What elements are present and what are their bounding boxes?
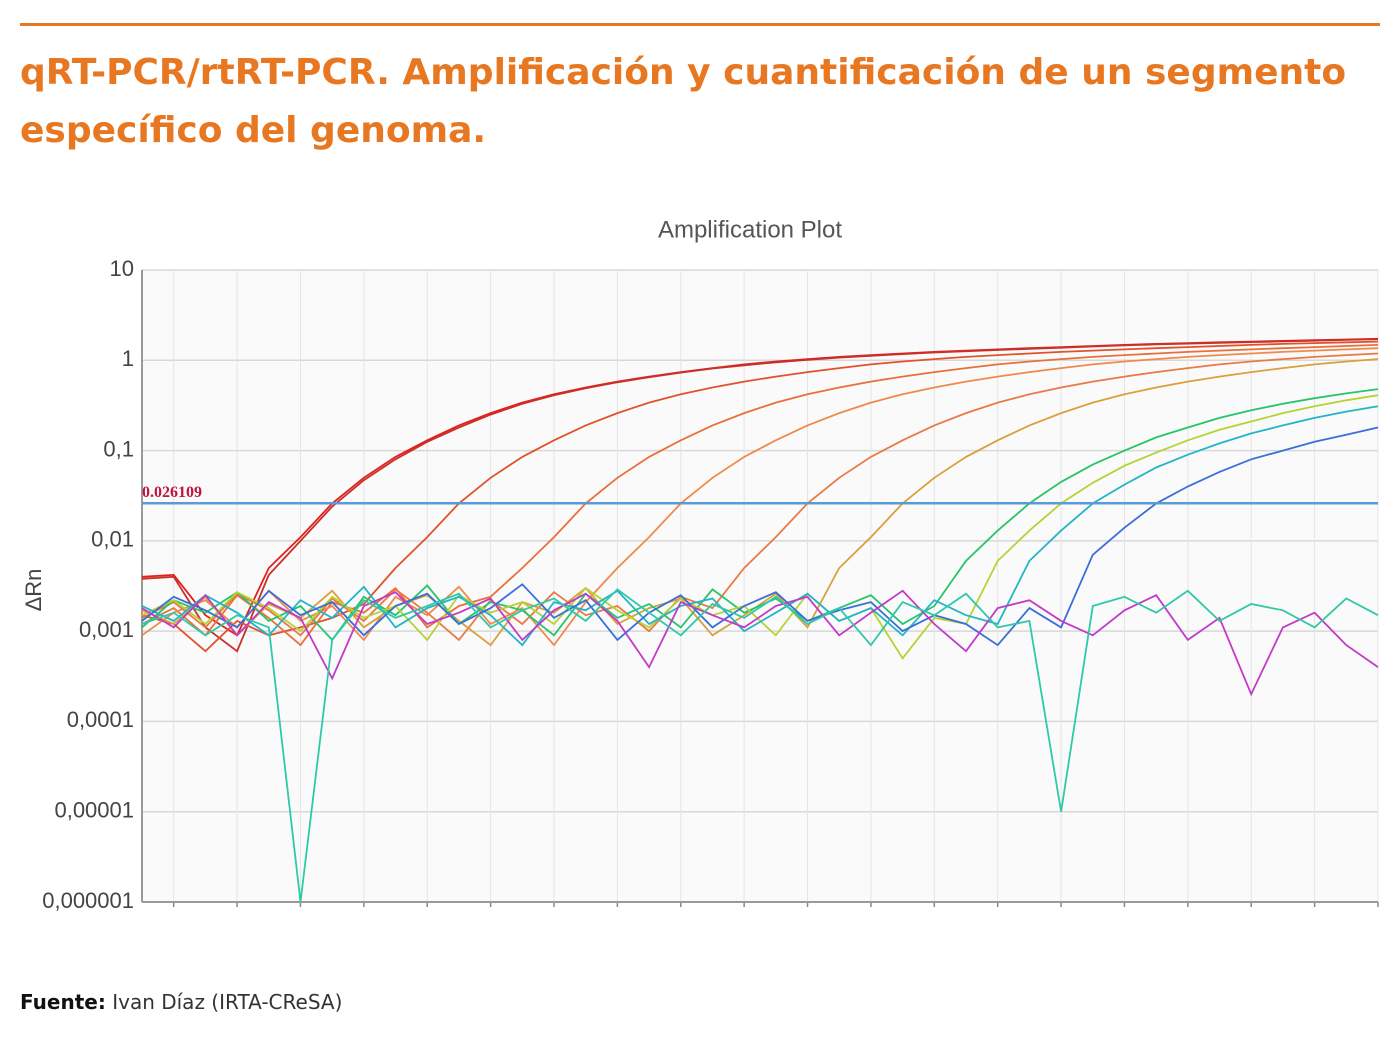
amplification-curve bbox=[141, 338, 1379, 653]
top-rule bbox=[20, 23, 1380, 26]
threshold-label: 0.026109 bbox=[142, 484, 202, 501]
chart: Amplification Plot ΔRn 0,000001 0,00001 0,… bbox=[21, 216, 1379, 913]
chart-title: Amplification Plot bbox=[658, 216, 842, 243]
amplification-curve bbox=[141, 588, 1379, 903]
amplification-curve bbox=[141, 405, 1379, 647]
y-tick-label: 0,001 bbox=[79, 617, 134, 642]
y-tick-label: 0,00001 bbox=[54, 798, 134, 823]
y-axis-label: ΔRn bbox=[21, 569, 46, 612]
y-tick-label: 10 bbox=[110, 256, 134, 281]
amplification-curve bbox=[141, 394, 1379, 660]
amplification-curve bbox=[141, 340, 1379, 653]
source-label: Fuente: bbox=[20, 990, 106, 1014]
y-tick-label: 1 bbox=[122, 346, 134, 371]
amplification-curve bbox=[141, 589, 1379, 697]
plot-area bbox=[141, 269, 1379, 903]
y-tick-label: 0,01 bbox=[91, 527, 134, 552]
source: Fuente: Ivan Díaz (IRTA-CReSA) bbox=[20, 990, 342, 1014]
amplification-curve bbox=[141, 347, 1379, 647]
page-title: qRT-PCR/rtRT-PCR. Amplificación y cuanti… bbox=[20, 52, 1347, 151]
y-tick-label: 0,1 bbox=[103, 436, 134, 461]
amplification-curve bbox=[141, 358, 1379, 647]
y-tick-label: 0,000001 bbox=[42, 888, 134, 913]
source-text: Ivan Díaz (IRTA-CReSA) bbox=[112, 990, 343, 1014]
y-tick-label: 0,0001 bbox=[67, 707, 134, 732]
